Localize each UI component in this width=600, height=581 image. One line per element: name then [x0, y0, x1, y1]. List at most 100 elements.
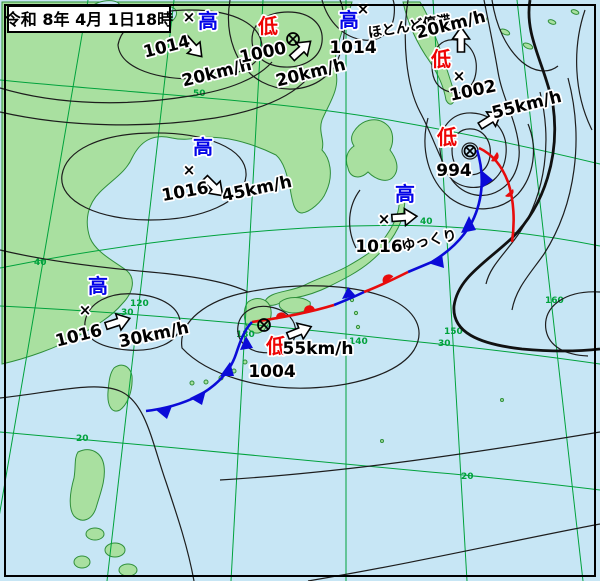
graticule-label: 130 [236, 330, 255, 340]
isobar-line [0, 386, 195, 581]
graticule-label: 20 [76, 434, 89, 444]
pressure-value: 994 [436, 161, 472, 181]
pressure-value: 1004 [248, 362, 295, 382]
isobar-line [576, 9, 593, 131]
cold-front-triangle-icon [156, 406, 172, 419]
system-kanji: 低 [430, 47, 451, 71]
island [104, 542, 126, 558]
speed-value: 55km/h [283, 339, 354, 359]
meridian-130e [230, 0, 264, 581]
island [85, 527, 105, 541]
landmasses [1, 0, 580, 577]
center-mark-x: × [183, 161, 196, 179]
system-kanji: 低 [257, 14, 278, 38]
landmass-sakhalin [402, 1, 455, 105]
isobar-line [227, 0, 345, 90]
graticule-label: 30 [438, 339, 451, 349]
graticule-label: 40 [420, 217, 433, 227]
system-kanji: 低 [436, 125, 457, 149]
graticule-label: 20 [461, 472, 474, 482]
system-kanji: 高 [193, 135, 213, 159]
center-mark-x: × [378, 210, 391, 228]
warm-front-semicircle-icon [491, 152, 499, 162]
warm-front-semicircle-icon [382, 274, 394, 285]
isobar-line [0, 77, 309, 126]
cold-front-triangle-icon [481, 170, 493, 188]
izu-islands [349, 297, 504, 443]
system-kanji: 高 [395, 182, 415, 206]
center-mark-x: × [183, 8, 196, 26]
stationary-front-warm-segment [363, 270, 409, 294]
pressure-value: 1016 [355, 237, 402, 257]
cold-front-triangle-icon [428, 254, 444, 268]
landmass-hokkaido [345, 119, 398, 181]
system-low-south-japan: 低 55km/h 1004 [247, 318, 355, 384]
isobar-line [349, 189, 361, 249]
meridian-160e [516, 0, 584, 581]
map-frame [4, 4, 596, 577]
center-mark-x: × [79, 301, 92, 319]
pressure-value: 1014 [329, 38, 376, 58]
isobar-line [404, 0, 520, 197]
cold-front-triangle-icon [342, 287, 356, 299]
center-mark-x: × [357, 0, 370, 18]
chart-title-box: 令和 8年 4月 1日18時 [4, 5, 173, 33]
isobar-line [307, 523, 600, 581]
cold-front-triangle-icon [461, 216, 476, 233]
meridian-150e [432, 0, 468, 581]
cold-front-triangle-icon [190, 390, 206, 405]
isobar-line [321, 0, 396, 41]
island [73, 555, 91, 569]
cold-front-triangle-icon [220, 362, 234, 376]
landmass-taiwan [107, 364, 133, 412]
kuril-islands [476, 9, 580, 50]
cold-front-line [145, 321, 253, 413]
isobar-line [545, 291, 600, 357]
system-kanji: 低 [265, 334, 286, 358]
center-mark-circle-x [257, 318, 271, 332]
fronts [145, 146, 515, 419]
isobar-line [0, 249, 249, 293]
parallel-50n [0, 79, 600, 165]
graticule-label: 120 [130, 299, 149, 309]
warm-front-semicircle-icon [303, 305, 315, 313]
center-mark-circle-x [463, 144, 477, 158]
graticule-label: 140 [349, 337, 368, 347]
parallel-30n [0, 305, 600, 365]
isobar-line [181, 285, 420, 389]
island [118, 563, 138, 577]
system-kanji: 高 [88, 274, 108, 298]
stationary-front-cold-segment [333, 290, 365, 307]
landmass-asia-continent [1, 1, 353, 365]
isobar-line [0, 61, 273, 104]
warm-front-line [478, 146, 515, 243]
graticule-label: 40 [34, 258, 47, 268]
system-kanji: 高 [198, 9, 218, 33]
meridian-120e [106, 0, 175, 581]
warm-front-semicircle-icon [275, 312, 287, 320]
isobar-line [424, 117, 535, 210]
isobar-line [511, 77, 577, 311]
chart-title: 令和 8年 4月 1日18時 [4, 10, 173, 29]
isobar-line [491, 0, 559, 72]
isobar-bold-line [452, 0, 600, 353]
warm-front-semicircle-icon [505, 189, 514, 197]
center-mark-circle-x [286, 32, 300, 46]
center-mark-x: × [453, 67, 466, 85]
isobar-line [431, 39, 477, 94]
isobar-line [251, 11, 323, 68]
parallel-40n [0, 224, 600, 269]
parallel-20n [0, 431, 600, 491]
system-kanji: 高 [339, 8, 359, 32]
graticule-label: 150 [444, 327, 463, 337]
isobar-line [84, 293, 181, 351]
landmass-luzon [69, 449, 105, 521]
isobar-line [439, 112, 507, 188]
graticule-label: 30 [121, 308, 134, 318]
isobar-line [61, 132, 247, 221]
cold-front-triangle-icon [240, 336, 253, 350]
graticule-label: 160 [545, 296, 564, 306]
isobar-line [219, 431, 600, 481]
